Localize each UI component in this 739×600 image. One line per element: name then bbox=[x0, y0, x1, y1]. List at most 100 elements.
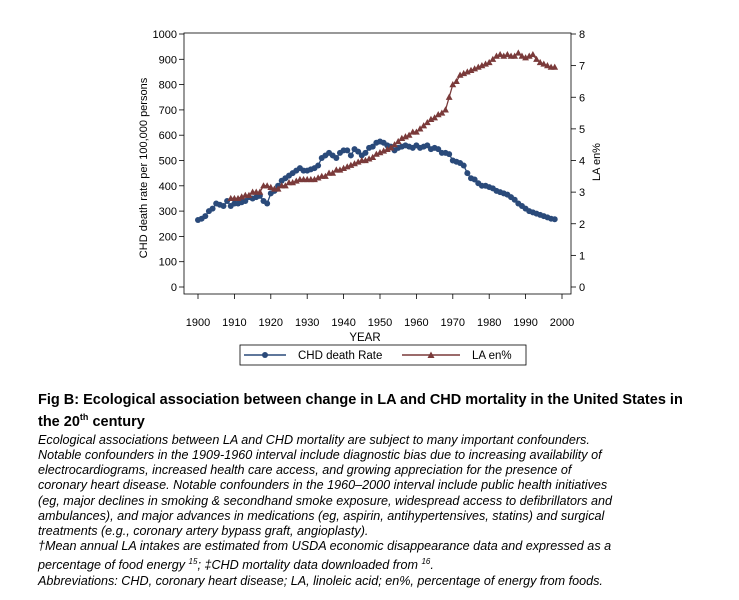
chd-death-rate-point bbox=[511, 196, 518, 203]
y-right-tick-label: 1 bbox=[579, 250, 585, 262]
y-axis-left-label: CHD death rate per 100,000 persons bbox=[138, 77, 150, 258]
la-en-percent-point bbox=[420, 122, 428, 129]
caption-abbreviations: Abbreviations: CHD, coronary heart disea… bbox=[38, 573, 603, 588]
x-axis: 1900 1910 1920 1930 1940 1950 1960 1970 1980 1990… bbox=[186, 294, 574, 329]
y-right-tick-label: 7 bbox=[579, 61, 585, 73]
y-right-tick-label: 2 bbox=[579, 219, 585, 231]
chd-death-rate-point bbox=[424, 142, 431, 149]
plot-frame bbox=[183, 32, 572, 295]
chd-death-rate-point bbox=[220, 203, 227, 210]
la-en-percent-point bbox=[540, 60, 548, 67]
y-axis-right-label: LA en% bbox=[591, 143, 603, 181]
la-en-percent-point bbox=[311, 175, 318, 183]
plot-border bbox=[183, 32, 572, 295]
x-tick-label: 1950 bbox=[368, 317, 392, 329]
la-en-percent-point bbox=[329, 169, 337, 176]
la-en-percent-point bbox=[463, 68, 471, 75]
chd-death-rate-point bbox=[202, 213, 209, 220]
la-en-percent-point bbox=[398, 134, 406, 141]
x-tick-label: 2000 bbox=[550, 317, 574, 329]
la-en-percent-point bbox=[274, 185, 282, 192]
caption-body-line: ambulances), and major advances in medic… bbox=[38, 508, 605, 523]
y-axis-left: 0 100 200 300 400 500 600 700 800 900 1000 bbox=[153, 29, 184, 294]
la-en-percent-point bbox=[496, 50, 504, 58]
caption-body: Ecological associations between LA and C… bbox=[38, 433, 703, 589]
caption-body-line: electrocardiograms, increased health car… bbox=[38, 463, 572, 478]
la-en-percent-point bbox=[536, 58, 544, 66]
la-en-percent-point bbox=[471, 65, 479, 72]
y-left-tick-label: 0 bbox=[171, 282, 177, 294]
caption-note-line-2: percentage of food energy 15; ‡CHD morta… bbox=[38, 554, 703, 573]
la-en-percent-point bbox=[522, 54, 529, 61]
legend-chd-marker bbox=[262, 352, 268, 358]
chd-death-rate-point bbox=[435, 146, 442, 153]
x-tick-label: 1940 bbox=[331, 317, 355, 329]
la-en-percent-point bbox=[340, 164, 347, 172]
la-en-percent-point bbox=[442, 106, 449, 113]
la-en-percent-point bbox=[354, 158, 362, 165]
chd-death-rate-point bbox=[446, 151, 453, 158]
la-en-percent-point bbox=[351, 160, 358, 167]
la-en-percent-point bbox=[478, 62, 486, 69]
la-en-percent-point bbox=[529, 50, 537, 58]
la-en-percent-point bbox=[482, 60, 489, 67]
la-en-percent-point bbox=[387, 144, 395, 151]
y-left-tick-label: 600 bbox=[159, 130, 177, 142]
la-en-percent-point bbox=[423, 118, 431, 126]
x-tick-label: 1980 bbox=[477, 317, 501, 329]
y-right-tick-label: 3 bbox=[579, 187, 585, 199]
la-en-percent-point bbox=[234, 194, 242, 202]
la-en-percent-point bbox=[467, 66, 475, 73]
chd-death-rate-point bbox=[315, 162, 322, 169]
la-en-percent-point bbox=[380, 147, 388, 154]
chd-death-rate-point bbox=[355, 148, 362, 155]
la-en-percent-point bbox=[245, 191, 253, 198]
la-en-percent-point bbox=[347, 161, 355, 168]
x-tick-label: 1960 bbox=[404, 317, 428, 329]
la-en-percent-point bbox=[504, 50, 511, 58]
y-left-tick-label: 800 bbox=[159, 80, 177, 92]
chd-death-rate-point bbox=[333, 154, 340, 161]
la-en-percent-point bbox=[289, 179, 297, 186]
la-en-percent-point bbox=[314, 174, 322, 181]
caption-body-line: treatments (e.g., coronary artery bypass… bbox=[38, 524, 369, 539]
y-right-tick-label: 0 bbox=[579, 282, 585, 294]
chart: 1900 1910 1920 1930 1940 1950 1960 1970 1980 1990… bbox=[138, 29, 603, 366]
caption-note-text: ; ‡CHD mortality data downloaded from bbox=[197, 558, 422, 573]
chd-death-rate-point bbox=[264, 200, 271, 207]
la-en-percent-point bbox=[292, 177, 300, 184]
la-en-percent-point bbox=[336, 166, 344, 173]
caption-ref-15: 15 bbox=[188, 557, 198, 567]
chd-death-rate-point bbox=[460, 162, 467, 169]
legend: CHD death Rate LA en% bbox=[239, 344, 527, 366]
x-axis-label: YEAR bbox=[349, 332, 380, 344]
x-tick-label: 1930 bbox=[295, 317, 319, 329]
caption-note-text: . bbox=[430, 558, 434, 573]
chd-death-rate-point bbox=[471, 176, 478, 183]
la-en-percent-point bbox=[453, 77, 460, 85]
la-en-percent-point bbox=[493, 52, 500, 59]
x-tick-label: 1970 bbox=[441, 317, 465, 329]
y-left-tick-label: 500 bbox=[159, 156, 177, 168]
x-tick-label: 1920 bbox=[259, 317, 283, 329]
y-left-tick-label: 1000 bbox=[153, 29, 177, 41]
la-en-percent-point bbox=[322, 172, 329, 179]
la-en-percent-point bbox=[256, 188, 264, 195]
y-left-tick-label: 300 bbox=[159, 206, 177, 218]
la-en-percent-point bbox=[369, 153, 377, 160]
la-en-percent-point bbox=[544, 62, 551, 69]
y-left-tick-label: 900 bbox=[159, 54, 177, 66]
la-en-percent-point bbox=[489, 55, 497, 62]
la-en-percent-point bbox=[438, 109, 446, 116]
la-en-percent-point bbox=[362, 156, 369, 164]
chd-death-rate-point bbox=[344, 147, 351, 154]
la-en-percent-point bbox=[449, 81, 457, 88]
series-chd-death-rate bbox=[195, 138, 558, 223]
chd-death-rate-point bbox=[369, 143, 376, 150]
la-en-percent-point bbox=[485, 58, 493, 66]
series-la-en-percent bbox=[227, 49, 559, 202]
legend-la-label: LA en% bbox=[472, 350, 512, 362]
y-axis-right: 0 1 2 3 4 5 6 7 8 bbox=[571, 29, 585, 294]
la-en-percent-point bbox=[394, 137, 402, 145]
y-right-tick-label: 5 bbox=[579, 124, 585, 136]
